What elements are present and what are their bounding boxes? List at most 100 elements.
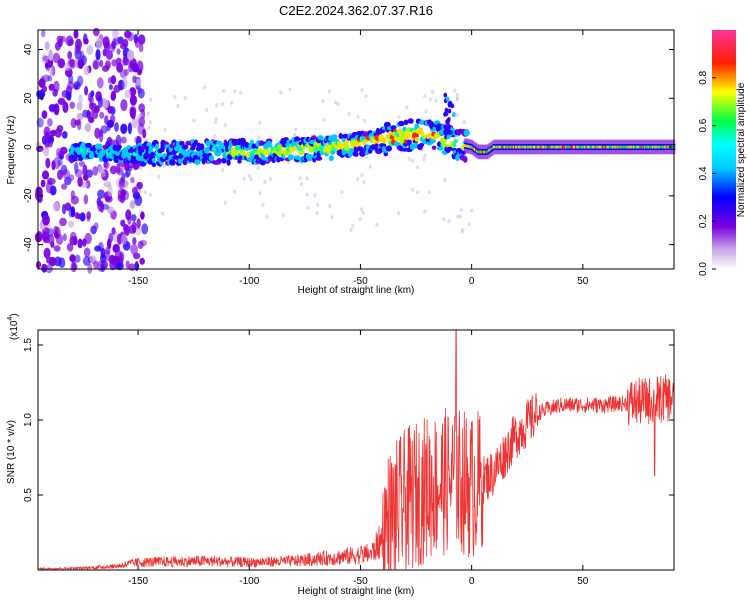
spectrogram-cell bbox=[69, 58, 76, 69]
spectrogram-cell bbox=[53, 245, 61, 252]
snr-x-label: Height of straight line (km) bbox=[298, 586, 415, 597]
spectrogram-cell bbox=[59, 217, 67, 227]
spectrogram-cell bbox=[137, 122, 145, 135]
spectrogram-cell bbox=[73, 29, 79, 39]
spectrogram-cell bbox=[124, 171, 130, 178]
colorbar-tick-label: 0.0 bbox=[698, 262, 709, 276]
spectrogram-cell bbox=[95, 38, 103, 50]
spectrogram-cell bbox=[143, 190, 147, 195]
spectrogram-cell bbox=[288, 87, 292, 92]
spectrogram-cell bbox=[336, 102, 340, 107]
spectrogram-cell bbox=[96, 77, 104, 89]
spectrogram-cell bbox=[362, 179, 366, 184]
spectrogram-cell bbox=[116, 48, 121, 55]
spectrogram-cells bbox=[34, 27, 676, 274]
y-tick-label: 0 bbox=[23, 144, 34, 150]
spectrogram-cell bbox=[462, 120, 467, 125]
spectrogram-cell bbox=[213, 134, 217, 138]
spectrogram-cell bbox=[82, 109, 89, 118]
spectrogram-cell bbox=[179, 141, 185, 146]
spectrogram-cell bbox=[447, 125, 451, 130]
colorbar-tick-label: 0.2 bbox=[698, 214, 709, 228]
spectrogram-cell bbox=[403, 119, 409, 126]
spectrogram-cell bbox=[84, 232, 92, 245]
spectrogram-cell bbox=[208, 155, 215, 162]
spectrogram-cell bbox=[94, 245, 102, 252]
spectrogram-cell bbox=[452, 141, 457, 148]
snr-y-scale-close: ) bbox=[9, 313, 20, 316]
spectrogram-cell bbox=[268, 177, 272, 181]
spectrogram-cell bbox=[54, 256, 62, 267]
spectrogram-cell bbox=[95, 49, 101, 61]
spectrogram-cell bbox=[453, 88, 457, 93]
spectrogram-cell bbox=[114, 37, 121, 46]
spectrogram-cell bbox=[42, 214, 50, 226]
spectrogram-cell bbox=[338, 133, 343, 140]
x-tick-label: 50 bbox=[577, 576, 589, 587]
spectrogram-cell bbox=[405, 105, 409, 110]
spectrogram-cell bbox=[139, 257, 145, 265]
x-tick-label: 50 bbox=[577, 276, 589, 287]
spectrogram-cell bbox=[360, 173, 364, 178]
spectrogram-cell bbox=[75, 38, 82, 51]
spectrogram-cell bbox=[199, 143, 205, 151]
spectrogram-cell bbox=[36, 145, 44, 152]
spectrogram-cell bbox=[120, 136, 127, 144]
chart-title: C2E2.2024.362.07.37.R16 bbox=[279, 3, 433, 18]
spectrogram-cell bbox=[422, 157, 426, 162]
spectrogram-cell bbox=[194, 159, 201, 166]
spectrogram-cell bbox=[62, 131, 68, 139]
spectrogram-cell bbox=[463, 129, 470, 137]
colorbar-label: Normalized spectral amplitude bbox=[736, 82, 747, 217]
spectrogram-cell bbox=[221, 168, 225, 172]
spectrogram-cell bbox=[79, 212, 86, 222]
x-tick-label: -100 bbox=[239, 576, 259, 587]
spectrogram-cell bbox=[414, 123, 420, 129]
spectrogram-cell bbox=[135, 227, 142, 236]
spectrogram-cell bbox=[151, 162, 157, 168]
spectrogram-cell bbox=[112, 243, 121, 253]
spectrogram-cell bbox=[96, 143, 103, 149]
spectrogram-cell bbox=[83, 65, 90, 76]
spectrogram-cell bbox=[99, 111, 105, 119]
spectrogram-cell bbox=[68, 220, 74, 228]
spectrogram-cell bbox=[470, 208, 474, 213]
spectrogram-cell bbox=[159, 161, 164, 166]
spectrogram-cell bbox=[94, 127, 101, 139]
spectrogram-cell bbox=[360, 88, 364, 93]
spectrogram-cell bbox=[97, 189, 105, 199]
spectrogram-cell bbox=[56, 125, 64, 133]
colorbar-ticks: 0.0 0.2 0.4 0.6 0.8 bbox=[698, 70, 716, 276]
spectrogram-cell bbox=[361, 140, 367, 146]
spectrogram-cell bbox=[93, 260, 99, 270]
spectrogram-cell bbox=[242, 176, 246, 181]
snr-y-scale-base: (x10 bbox=[9, 320, 20, 340]
spectrogram-cell bbox=[154, 143, 160, 150]
spectrogram-cell bbox=[381, 137, 387, 144]
spectrogram-cell bbox=[315, 211, 319, 215]
spectrogram-cell bbox=[364, 94, 368, 99]
spectrogram-cell bbox=[45, 157, 51, 169]
spectrogram-cell bbox=[115, 134, 122, 147]
spectrogram-cell bbox=[131, 214, 137, 222]
spectrogram-cell bbox=[416, 190, 420, 195]
spectrogram-cell bbox=[50, 241, 55, 248]
spectrogram-cell bbox=[133, 252, 141, 260]
spectrogram-cell bbox=[60, 35, 66, 43]
spectrogram-cell bbox=[138, 146, 145, 152]
spectrogram-cell bbox=[305, 176, 309, 181]
spectrogram-cell bbox=[111, 227, 116, 235]
spectrogram-cell bbox=[439, 129, 445, 136]
spectrogram-cell bbox=[362, 131, 369, 137]
spectrogram-cell bbox=[161, 211, 165, 216]
spectrogram-cell bbox=[340, 190, 344, 195]
spectrogram-cell bbox=[74, 212, 80, 219]
spectrogram-cell bbox=[112, 29, 119, 39]
spectrogram-cell bbox=[428, 97, 432, 102]
spectrogram-cell bbox=[206, 146, 211, 152]
spectrogram-cell bbox=[222, 89, 226, 93]
spectrogram-cell bbox=[462, 156, 468, 163]
spectrogram-cell bbox=[42, 74, 50, 83]
spectrogram-cell bbox=[279, 90, 283, 95]
spectrogram-cell bbox=[103, 181, 112, 188]
